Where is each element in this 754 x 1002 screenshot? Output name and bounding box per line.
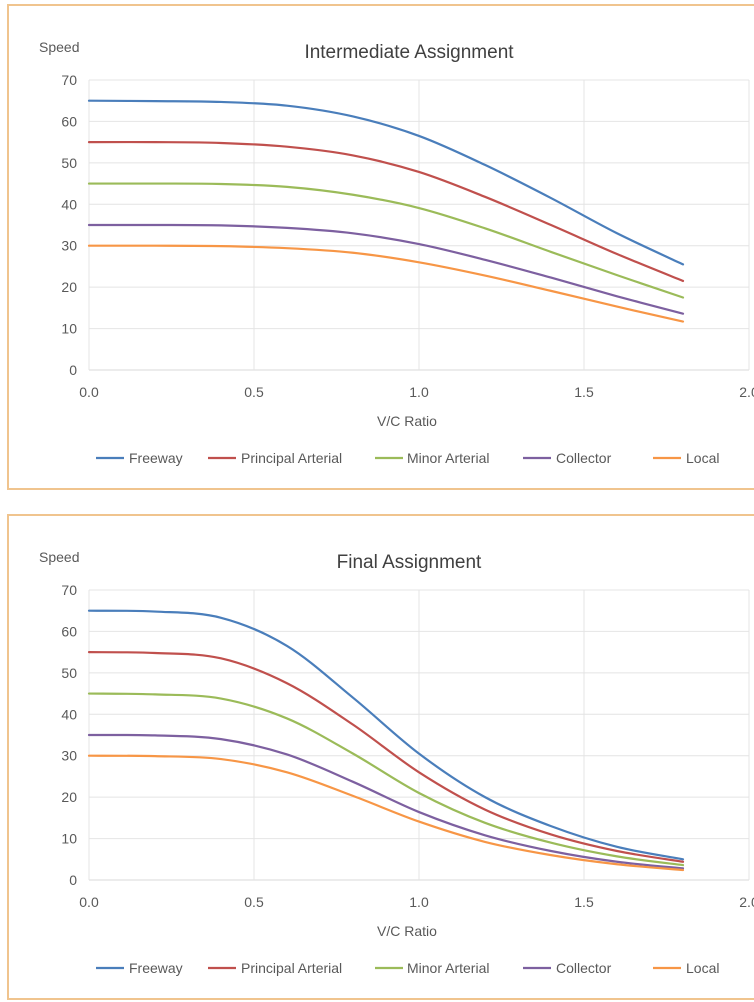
legend-label-collector: Collector [556, 450, 612, 466]
series-line-minor-arterial [87, 692, 685, 867]
y-tick-label: 70 [61, 72, 77, 88]
chart-svg-intermediate: 0 10 20 30 40 50 60 70 0.0 0.5 1.0 1.5 2.0 Intermedia… [39, 39, 754, 466]
y-tick-label: 40 [61, 196, 77, 212]
y-tick-label: 70 [61, 582, 77, 598]
y-tick-label: 10 [61, 831, 77, 847]
y-tick-label: 0 [69, 872, 77, 888]
y-tick-label: 0 [69, 362, 77, 378]
series-line-freeway [87, 99, 685, 266]
y-axis-label: Speed [39, 39, 79, 55]
x-tick-label: 2.0 [739, 894, 754, 910]
x-tick-label: 0.5 [244, 384, 264, 400]
legend-label-collector: Collector [556, 960, 612, 976]
y-axis-label: Speed [39, 549, 79, 565]
x-tick-label: 1.0 [409, 894, 429, 910]
series-line-principal-arterial [87, 651, 685, 863]
y-tick-label: 60 [61, 113, 77, 129]
y-tick-label: 40 [61, 706, 77, 722]
x-tick-label: 0.0 [79, 384, 99, 400]
series-line-collector [87, 733, 685, 870]
y-tick-label: 50 [61, 155, 77, 171]
legend-label-local: Local [686, 960, 719, 976]
series-line-freeway [87, 609, 685, 861]
legend-label-principal-arterial: Principal Arterial [241, 450, 342, 466]
y-tick-label: 60 [61, 623, 77, 639]
x-axis-label: V/C Ratio [377, 413, 437, 429]
legend-label-minor-arterial: Minor Arterial [407, 960, 489, 976]
legend-label-minor-arterial: Minor Arterial [407, 450, 489, 466]
y-tick-label: 10 [61, 321, 77, 337]
y-tick-label: 50 [61, 665, 77, 681]
x-tick-label: 1.5 [574, 894, 594, 910]
legend-label-local: Local [686, 450, 719, 466]
legend-label-freeway: Freeway [129, 960, 183, 976]
x-tick-label: 1.0 [409, 384, 429, 400]
y-tick-label: 20 [61, 279, 77, 295]
x-tick-label: 2.0 [739, 384, 754, 400]
legend-label-principal-arterial: Principal Arterial [241, 960, 342, 976]
series-line-local [87, 754, 685, 872]
chart-title: Final Assignment [337, 552, 482, 573]
series-line-minor-arterial [87, 182, 685, 299]
chart-title: Intermediate Assignment [304, 42, 514, 63]
legend-label-freeway: Freeway [129, 450, 183, 466]
series-line-principal-arterial [87, 140, 685, 283]
x-tick-label: 1.5 [574, 384, 594, 400]
chart-panel-intermediate: 0 10 20 30 40 50 60 70 0.0 0.5 1.0 1.5 2.0 Intermedia… [7, 4, 754, 490]
chart-panel-final: 0 10 20 30 40 50 60 70 0.0 0.5 1.0 1.5 2.0 Final Assi… [7, 514, 754, 1000]
series-line-local [87, 244, 685, 323]
chart-svg-final: 0 10 20 30 40 50 60 70 0.0 0.5 1.0 1.5 2.0 Final Assi… [39, 549, 754, 976]
series-line-collector [87, 223, 685, 315]
x-tick-label: 0.0 [79, 894, 99, 910]
y-tick-label: 20 [61, 789, 77, 805]
x-axis-label: V/C Ratio [377, 923, 437, 939]
y-tick-label: 30 [61, 238, 77, 254]
y-tick-label: 30 [61, 748, 77, 764]
x-tick-label: 0.5 [244, 894, 264, 910]
